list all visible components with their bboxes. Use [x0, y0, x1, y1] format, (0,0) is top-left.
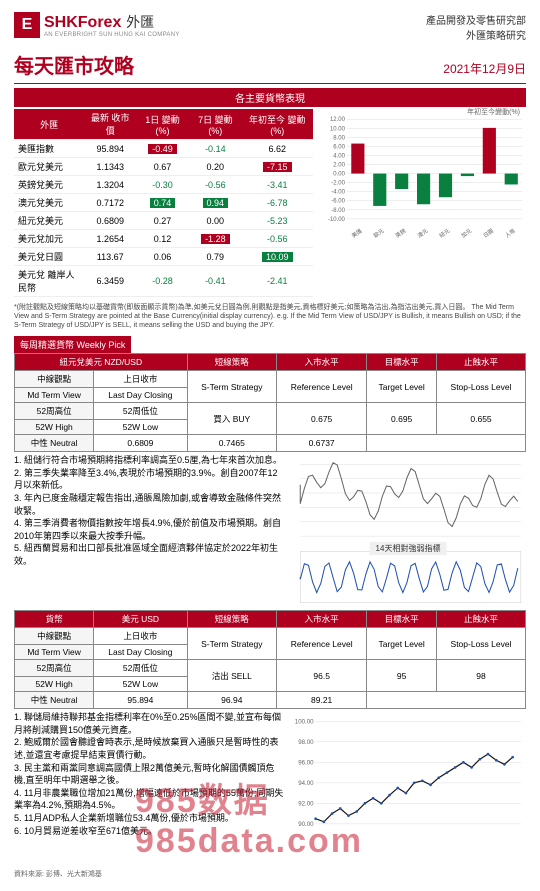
table-row: 紐元兌美元0.68090.270.00-5.23 — [14, 212, 313, 230]
svg-text:日圓: 日圓 — [482, 228, 495, 239]
table-row: 英鎊兌美元1.3204-0.30-0.56-3.41 — [14, 176, 313, 194]
svg-text:紐元: 紐元 — [437, 226, 451, 239]
table-row: 歐元兌美元1.13430.670.20-7.15 — [14, 158, 313, 176]
chart1-title: 年初至今變動(%) — [467, 107, 520, 117]
svg-text:-2.00: -2.00 — [331, 181, 345, 187]
svg-text:歐元: 歐元 — [372, 226, 386, 239]
svg-text:94.00: 94.00 — [298, 780, 314, 787]
svg-text:-8.00: -8.00 — [331, 208, 345, 214]
section-band-1: 各主要貨幣表現 — [14, 88, 526, 107]
svg-text:6.00: 6.00 — [333, 144, 345, 150]
weekly-table: 紐元兌美元 NZD/USD 短線策略入市水平目標水平止蝕水平 中線觀點上日收市 … — [14, 353, 526, 452]
table-row: 美元兌加元1.26540.12-1.28-0.56 — [14, 230, 313, 248]
ytd-bar-chart: 年初至今變動(%) -10.00 -8.00 -6.00 -4.00 -2.00 0.00… — [319, 109, 526, 239]
usd-bullets: 1. 聯儲局維持聯邦基金指標利率在0%至0.25%區間不變,並宣布每個月將削減購… — [14, 711, 284, 861]
svg-text:人幣: 人幣 — [503, 226, 517, 239]
svg-text:4.00: 4.00 — [333, 153, 345, 159]
usd-line-chart: 90.00 92.00 94.00 96.00 98.00 100.00 — [290, 711, 526, 861]
svg-text:澳元: 澳元 — [415, 226, 429, 239]
svg-text:98.00: 98.00 — [298, 739, 314, 746]
svg-text:12.00: 12.00 — [330, 117, 346, 123]
logo-fx: Forex — [78, 14, 122, 31]
svg-text:92.00: 92.00 — [298, 801, 314, 808]
footer-source: 資料來源: 彭博、光大新鴻基 — [14, 869, 526, 879]
logo-sub: AN EVERBRIGHT SUN HUNG KAI COMPANY — [44, 32, 180, 38]
table-row: 美匯指數95.894-0.49-0.146.62 — [14, 140, 313, 158]
usd-table: 貨幣美元 USD 短線策略入市水平目標水平止蝕水平 中線觀點上日收市 S-Ter… — [14, 610, 526, 709]
page-title: 每天匯市攻略 — [14, 50, 134, 79]
table-row: 美元兌 離岸人民幣6.3459-0.28-0.41-2.41 — [14, 266, 313, 297]
table-row: 美元兌日圓113.670.060.7910.09 — [14, 248, 313, 266]
svg-text:96.00: 96.00 — [298, 760, 314, 767]
rsi-title: 14天相對強弱指標 — [370, 542, 447, 555]
svg-text:2.00: 2.00 — [333, 162, 345, 168]
logo-shk: SHK — [44, 14, 78, 31]
logo-icon: E — [14, 12, 40, 38]
table-row: 澳元兌美元0.71720.740.94-6.78 — [14, 194, 313, 212]
weekly-pair: 紐元兌美元 NZD/USD — [15, 354, 188, 371]
weekly-bullets: 1. 紐儲行符合市場預期將指標利率調高至0.5厘,為七年來首次加息。2. 第三季… — [14, 454, 284, 604]
weekly-pick-label: 每周精選貨幣 Weekly Pick — [14, 336, 131, 353]
dept-2: 外匯策略研究 — [426, 27, 526, 42]
svg-text:-10.00: -10.00 — [328, 217, 346, 223]
dept-1: 產品開發及零售研究部 — [426, 12, 526, 27]
svg-text:100.00: 100.00 — [295, 719, 314, 726]
usd-pair: 美元 USD — [94, 611, 187, 628]
weekly-rsi-chart: 14天相對強弱指標 — [290, 454, 526, 604]
fx-table: 外匯最新 收市價1日 變動(%)7日 變動(%)年初至今 變動(%) 美匯指數9… — [14, 109, 313, 297]
svg-text:0.00: 0.00 — [333, 172, 345, 178]
svg-text:加元: 加元 — [459, 226, 473, 239]
report-date: 2021年12月9日 — [443, 60, 526, 77]
svg-text:美匯: 美匯 — [350, 226, 364, 239]
footnote: *(附註觀點及短線策略均以基礎貨幣(即版面顯示貨幣)為準,如美元兌日圓為例,則觀… — [14, 303, 526, 330]
svg-text:90.00: 90.00 — [298, 821, 314, 828]
logo-cn: 外匯 — [126, 14, 154, 30]
svg-text:英鎊: 英鎊 — [394, 226, 408, 239]
svg-text:10.00: 10.00 — [330, 126, 346, 132]
svg-text:-4.00: -4.00 — [331, 190, 345, 196]
svg-text:8.00: 8.00 — [333, 135, 345, 141]
svg-text:-6.00: -6.00 — [331, 199, 345, 205]
